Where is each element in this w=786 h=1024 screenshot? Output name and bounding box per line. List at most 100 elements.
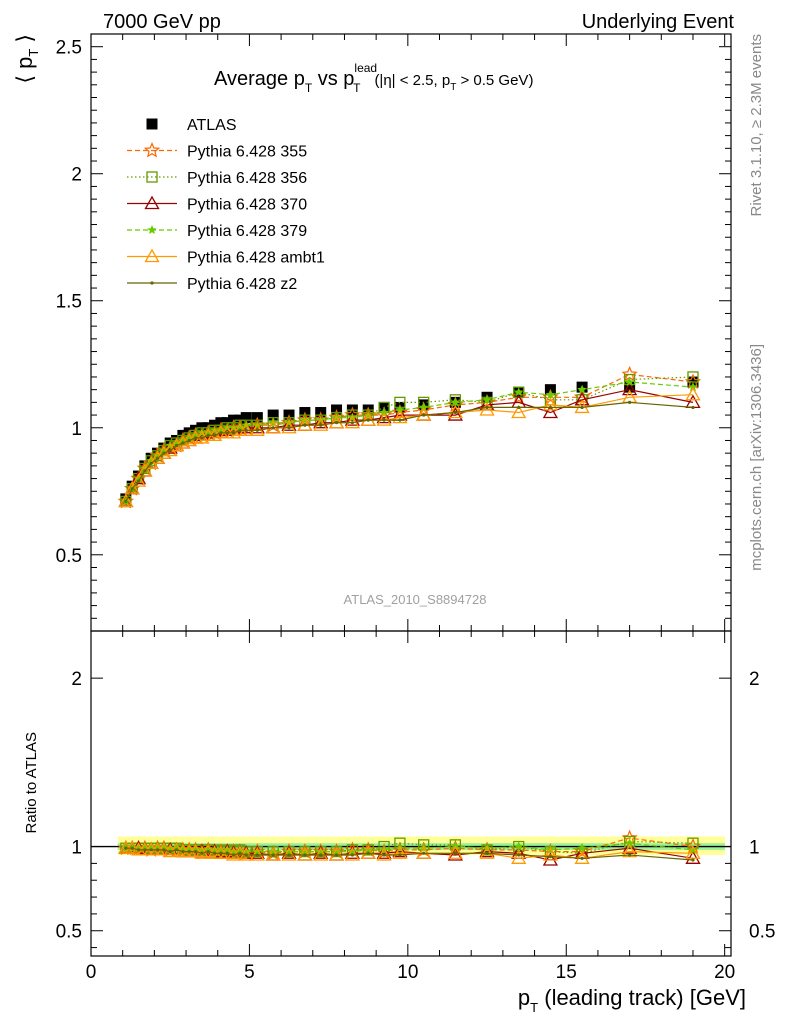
title-mid: vs p <box>312 68 354 90</box>
legend-marker <box>144 195 160 210</box>
legend-marker <box>144 248 160 263</box>
data-point <box>267 409 279 421</box>
ratio-point <box>281 845 297 859</box>
data-point <box>450 397 461 407</box>
ratio-point <box>548 855 553 859</box>
legend-entry: Pythia 6.428 379 <box>127 223 307 240</box>
ratio-point <box>517 853 521 857</box>
data-point <box>350 421 354 425</box>
data-point <box>181 441 185 445</box>
title-cut-sub: T <box>450 82 456 93</box>
series-5 <box>118 386 701 864</box>
x-tick-label: 10 <box>397 962 418 983</box>
data-point <box>133 473 144 483</box>
ratio-point <box>238 851 242 855</box>
data-point <box>130 473 147 487</box>
legend-marker <box>147 225 157 234</box>
ratio-point <box>225 851 229 855</box>
ratio-point <box>212 851 217 855</box>
xlabel-sub: T <box>530 1000 538 1015</box>
data-point <box>482 394 492 404</box>
ratio-point <box>344 845 361 859</box>
title-sub1: T <box>305 81 313 95</box>
ylabel-top-r: ⟩ <box>12 34 37 49</box>
data-point <box>255 428 259 432</box>
x-tick-label: 20 <box>714 962 735 983</box>
ratio-point <box>542 852 559 866</box>
ratio-point <box>219 845 235 859</box>
data-point <box>146 455 156 465</box>
data-point <box>366 418 370 422</box>
data-point <box>395 405 405 414</box>
data-point <box>212 433 217 437</box>
mcplots-label: mcplots.cern.ch [arXiv:1306.3436] <box>748 344 765 571</box>
y-tick-label: 1 <box>71 419 82 440</box>
x-axis-label: pT (leading track) [GeV] <box>518 985 746 1015</box>
data-point <box>376 412 392 426</box>
ratio-point <box>685 850 701 864</box>
data-point <box>376 409 392 424</box>
data-point <box>685 386 701 401</box>
y-tick-label-right: 0.5 <box>749 922 775 943</box>
data-point <box>216 425 226 435</box>
data-point <box>334 421 339 425</box>
data-point <box>453 410 457 415</box>
data-point <box>577 384 587 394</box>
ratio-point <box>313 847 329 861</box>
ratio-point <box>621 840 638 854</box>
data-point <box>574 392 590 406</box>
legend-marker <box>143 141 161 158</box>
data-point <box>162 442 178 457</box>
legend-label: Pythia 6.428 z2 <box>187 276 297 293</box>
data-point <box>118 493 134 508</box>
data-point <box>287 426 291 430</box>
data-point <box>545 389 556 399</box>
ratio-point <box>187 849 191 854</box>
ratio-point <box>366 851 370 855</box>
ratio-point <box>249 847 265 861</box>
legend: ATLAS Pythia 6.428 355 Pythia 6.428 356 Pyt… <box>127 117 325 293</box>
ratio-point <box>511 850 527 864</box>
legend-label: Pythia 6.428 356 <box>187 170 307 187</box>
ratio-point <box>479 843 495 858</box>
ratio-point <box>416 845 432 859</box>
title-prefix: Average p <box>214 68 305 90</box>
ylabel-top-sub: T <box>26 49 41 57</box>
data-point <box>624 381 636 393</box>
ratio-point <box>313 845 329 859</box>
series-line <box>125 394 694 502</box>
data-point <box>240 412 252 424</box>
data-point <box>542 404 559 419</box>
ratio-point <box>168 849 172 854</box>
data-point <box>548 405 553 410</box>
ratio-point <box>181 849 185 854</box>
data-point <box>687 371 699 383</box>
legend-entry: Pythia 6.428 ambt1 <box>127 248 325 267</box>
data-point <box>542 397 559 411</box>
ratio-point <box>193 849 198 854</box>
data-point <box>392 409 408 424</box>
ratio-point <box>200 851 204 855</box>
data-point <box>244 428 248 432</box>
legend-marker <box>150 281 154 285</box>
y-tick-label: 1 <box>71 838 82 859</box>
ratio-point <box>691 858 695 862</box>
y-axis-label-bottom: Ratio to ATLAS <box>23 732 40 833</box>
data-point <box>514 387 524 397</box>
ratio-point <box>398 853 402 857</box>
title-sub2: T <box>353 81 361 95</box>
xlabel-p: p <box>518 985 530 1010</box>
data-point <box>580 405 584 410</box>
data-point <box>422 413 426 417</box>
ratio-point <box>216 846 226 856</box>
y-tick-label: 2 <box>71 669 82 690</box>
data-point <box>281 417 297 431</box>
ratio-point <box>155 848 160 852</box>
ratio-point <box>231 853 236 857</box>
header-left: 7000 GeV pp <box>103 11 221 33</box>
ratio-point <box>447 845 463 859</box>
data-point <box>623 373 636 386</box>
ratio-point <box>206 849 210 854</box>
y-tick-label: 1.5 <box>56 292 82 313</box>
data-point <box>382 418 386 422</box>
